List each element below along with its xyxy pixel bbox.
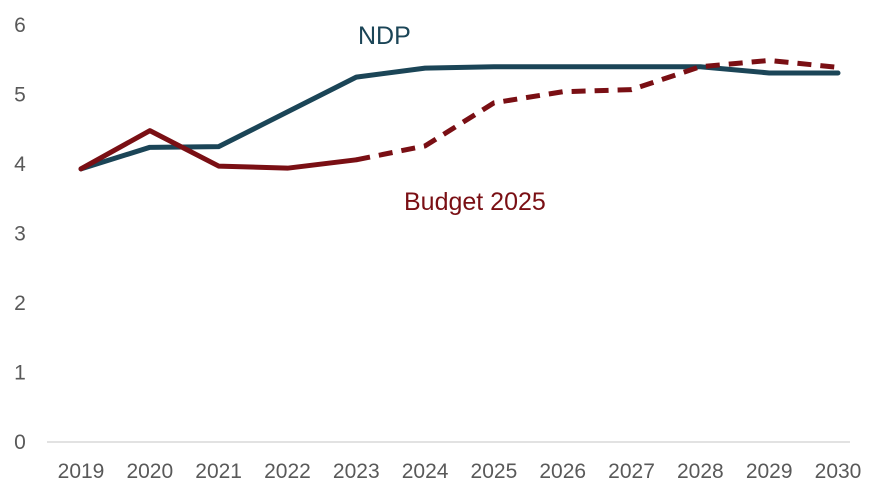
x-tick-label: 2028 <box>677 460 724 483</box>
x-tick-label: 2022 <box>264 460 311 483</box>
series-line-budget-2025-projected <box>355 57 839 163</box>
y-tick-label: 1 <box>14 362 26 385</box>
x-tick-label: 2023 <box>333 460 380 483</box>
x-tick-label: 2030 <box>815 460 862 483</box>
x-tick-label: 2020 <box>126 460 173 483</box>
x-axis-ticks: 2019 2020 2021 2022 2023 2024 2025 2026 2027 2028… <box>58 460 862 483</box>
x-tick-label: 2029 <box>746 460 793 483</box>
x-tick-label: 2021 <box>195 460 242 483</box>
x-tick-label: 2025 <box>471 460 518 483</box>
y-tick-label: 2 <box>14 292 26 315</box>
x-tick-label: 2019 <box>58 460 105 483</box>
x-tick-label: 2026 <box>539 460 586 483</box>
series-line-budget-2025-actual <box>78 128 359 172</box>
series-lines <box>78 57 841 172</box>
y-axis-ticks: 0 1 2 3 4 5 6 <box>14 14 26 454</box>
x-tick-label: 2027 <box>608 460 655 483</box>
y-tick-label: 3 <box>14 223 26 246</box>
series-label-ndp: NDP <box>358 22 411 50</box>
x-tick-label: 2024 <box>402 460 449 483</box>
y-tick-label: 0 <box>14 431 26 454</box>
series-label-budget-2025: Budget 2025 <box>404 188 546 216</box>
y-tick-label: 5 <box>14 84 26 107</box>
y-tick-label: 4 <box>14 153 26 176</box>
y-tick-label: 6 <box>14 14 26 37</box>
